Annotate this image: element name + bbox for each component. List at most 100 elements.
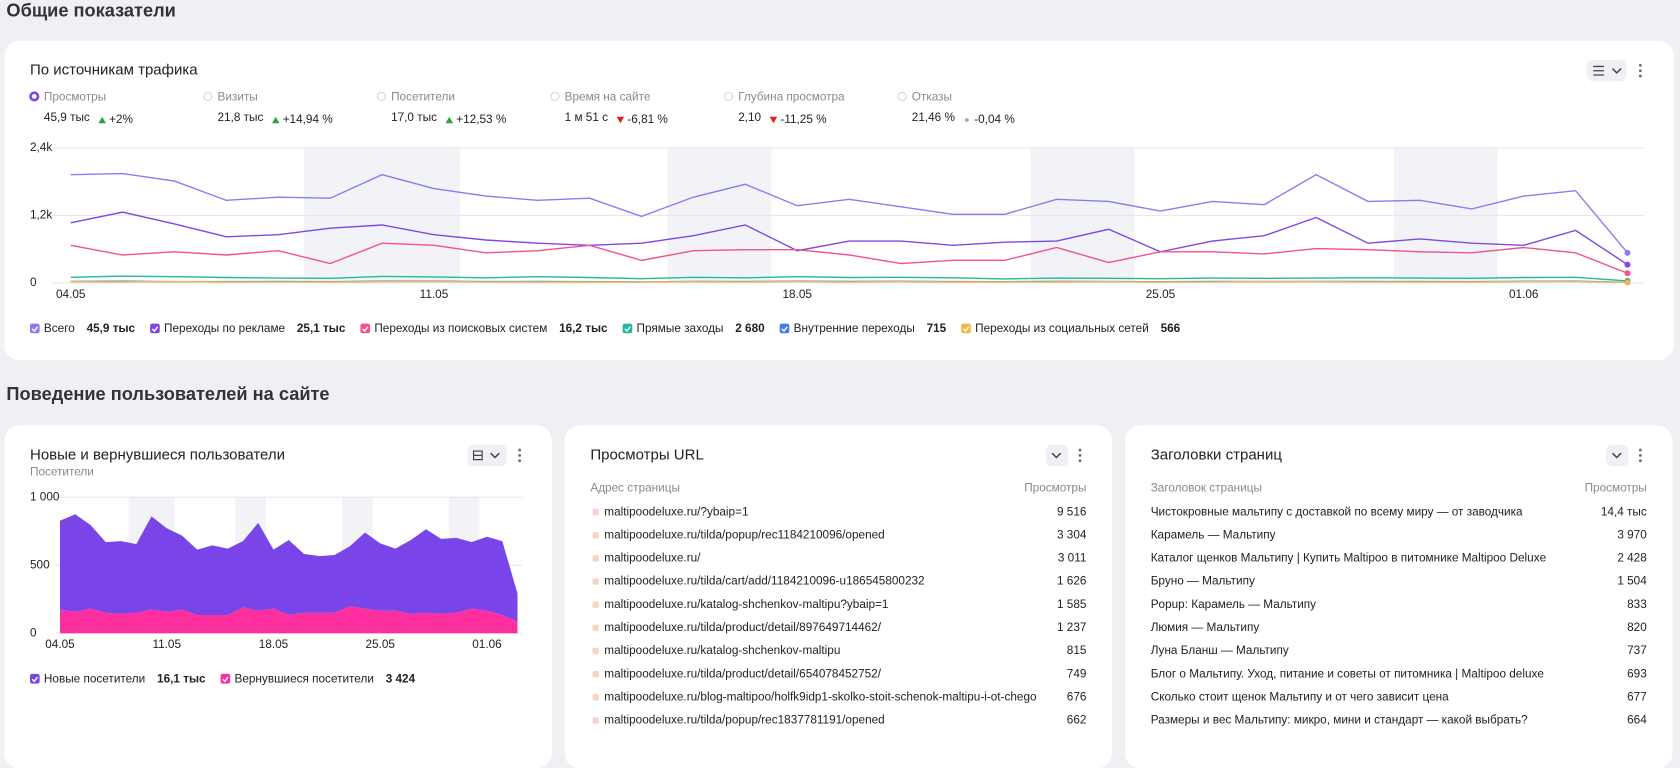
legend-total: 16,2 тыс [559,322,608,335]
x-tick-label: 04.05 [45,638,75,651]
row-value: 662 [1067,714,1087,727]
legend-total: 715 [927,322,947,335]
series-line [70,275,1628,282]
trend-up [445,116,454,124]
legend-label: Переходы по рекламе [164,322,286,335]
column-header: Адрес страницы [590,482,680,495]
y-tick-label: 1,2k [30,208,52,221]
trend-flat [964,118,969,122]
chart-settings[interactable] [1586,60,1627,82]
metric-value: 21,8 тыс [218,111,264,124]
row-value: 820 [1627,621,1647,634]
trend-down [769,116,778,124]
row-value: 1 237 [1057,621,1086,634]
metric-value: 17,0 тыс [391,111,437,124]
legend-label: Переходы из поисковых систем [374,322,547,335]
metric-change: +12,53 % [456,113,507,126]
trend-up [271,116,280,124]
row-value: 1 504 [1617,575,1647,588]
favicon [592,694,599,701]
x-tick-label: 11.05 [152,638,181,651]
check [362,326,369,333]
check [151,326,159,333]
x-tick-label: 18.05 [259,638,289,651]
check [781,326,788,333]
metric-label: Визиты [218,91,258,104]
favicon [592,670,599,678]
radio [203,91,213,102]
series-line [70,172,1629,254]
legend-checkbox [220,673,231,684]
radio [897,91,907,102]
metric-change: +14,94 % [283,113,334,126]
row-label: maltipoodeluxe.ru/tilda/product/detail/8… [604,621,881,634]
row-value: 3 304 [1057,528,1087,541]
legend-total: 3 424 [386,672,416,685]
dropdown[interactable] [1606,444,1629,467]
section-title: Поведение пользователей на сайте [6,384,329,404]
y-tick-label: 1 000 [30,490,60,503]
row-value: 664 [1627,714,1647,727]
more-menu[interactable] [1078,448,1082,463]
check [962,326,970,333]
legend-label: Прямые заходы [637,322,724,335]
metric-label: Глубина просмотра [738,91,845,104]
favicon [592,555,599,562]
x-tick-label: 25.05 [1146,288,1176,301]
row-value: 3 011 [1058,552,1087,565]
legend-checkbox [150,323,160,334]
more-menu[interactable] [1638,448,1642,463]
series-area [60,606,518,634]
legend-total: 45,9 тыс [87,322,136,335]
legend-total: 566 [1161,322,1181,335]
y-tick-label: 500 [30,558,50,571]
row-label: maltipoodeluxe.ru/tilda/popup/rec1837781… [604,714,884,727]
radio [376,91,387,102]
more-menu[interactable] [1638,63,1642,78]
x-tick-label: 18.05 [782,288,812,301]
more-menu[interactable] [518,448,522,463]
row-label: maltipoodeluxe.ru/blog-maltipoo/holfk9id… [604,690,1037,703]
row-value: 693 [1627,667,1647,680]
radio-selected [29,91,40,102]
section-title: Общие показатели [6,1,175,21]
row-label: Размеры и вес Мальтипу: микро, мини и ст… [1151,714,1528,727]
metric-label: Посетители [391,91,455,104]
chart-settings[interactable] [467,444,507,467]
row-label: maltipoodeluxe.ru/?ybaip=1 [604,505,748,518]
row-label: Popup: Карамель — Мальтипу [1151,598,1316,611]
legend-checkbox [30,673,40,684]
urls-card [564,425,1113,768]
metric-change: -11,25 % [780,113,827,126]
row-value: 14,4 тыс [1601,505,1647,518]
row-value: 2 428 [1617,552,1647,565]
metric-label: Просмотры [44,91,106,104]
legend-label: Всего [44,322,75,335]
end-dot [1624,249,1631,256]
check [31,326,39,333]
favicon [592,508,599,516]
trend-up [98,116,106,124]
row-value: 9 516 [1057,505,1087,518]
row-label: Каталог щенков Мальтипу | Купить Maltipo… [1151,552,1547,565]
row-value: 1 626 [1057,575,1087,588]
legend-checkbox [30,323,40,334]
metric-label: Отказы [912,91,952,104]
dropdown[interactable] [1045,444,1069,467]
radio [550,91,560,102]
legend-total: 2 680 [735,322,765,335]
headlines-card [1125,425,1673,768]
metric-change: -6,81 % [627,113,668,126]
legend-label: Новые посетители [44,672,145,685]
row-label: Чистокровные мальтипу с доставкой по все… [1151,505,1523,518]
card-title: Новые и вернувшиеся пользователи [30,446,285,463]
series-line [70,242,1628,274]
x-tick-label: 01.06 [1509,288,1539,301]
row-value: 815 [1067,644,1087,657]
row-label: maltipoodeluxe.ru/tilda/cart/add/1184210… [604,575,924,588]
row-label: Блог о Мальтипу. Уход, питание и советы … [1151,667,1545,680]
row-value: 833 [1627,598,1647,611]
legend-checkbox [622,323,633,334]
